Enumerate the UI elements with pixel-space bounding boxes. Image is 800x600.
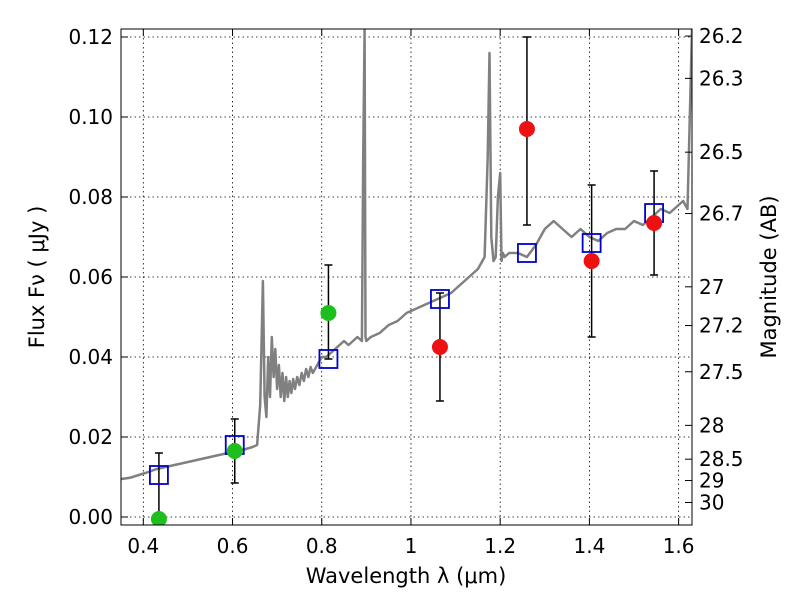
x-tick-label: 1.6 [663,534,695,558]
observed-point [583,253,600,269]
y-tick-label: 0.08 [68,185,113,209]
y-tick-label: 0.10 [68,105,113,129]
observed-point [320,305,337,321]
y-axis-label: Flux Fν ( μJy ) [25,206,49,349]
magnitude-tick-label: 26.7 [699,202,744,226]
y-tick-label: 0.06 [68,265,113,289]
magnitude-tick-label: 26.2 [699,24,744,48]
magnitude-tick-label: 27.5 [699,360,744,384]
x-tick-label: 1.2 [484,534,516,558]
observed-point [226,443,243,459]
magnitude-tick-label: 29 [699,469,724,493]
y-tick-label: 0.04 [68,345,113,369]
x-tick-label: 0.4 [127,534,159,558]
magnitude-tick-label: 30 [699,490,724,514]
grid [121,29,692,525]
x-tick-label: 1 [405,534,418,558]
model-photometry-point [149,465,169,485]
model-photometry-point [318,349,339,369]
y-tick-label: 0.12 [68,25,113,49]
observed-point [646,215,663,231]
magnitude-tick-label: 28 [699,413,724,437]
y-tick-label: 0.00 [68,505,113,529]
model-photometry-point [430,289,450,309]
x-tick-label: 0.6 [217,534,249,558]
x-tick-label: 1.4 [573,534,605,558]
x-tick-label: 0.8 [306,534,338,558]
magnitude-tick-label: 26.3 [699,66,744,90]
plot-area [121,29,692,525]
magnitude-tick-label: 26.5 [699,140,744,164]
model-photometry-point [581,233,602,253]
model-spectrum-line [121,29,692,481]
observed-point [150,511,167,525]
magnitude-axis-label: Magnitude (AB) [757,195,781,358]
magnitude-tick-label: 27.2 [699,314,744,338]
model-photometry-point [517,243,537,263]
observed-point [431,339,448,355]
observed-point [518,121,535,137]
axes: 0.4 0.6 0.8 1 1.2 1.4 1.6 0.00 0.02 0.04 0.06 0.08 0… [68,24,743,558]
magnitude-tick-label: 27 [699,275,724,299]
x-axis-label: Wavelength λ (μm) [306,564,507,588]
y-tick-label: 0.02 [68,425,113,449]
magnitude-tick-label: 28.5 [699,447,744,471]
